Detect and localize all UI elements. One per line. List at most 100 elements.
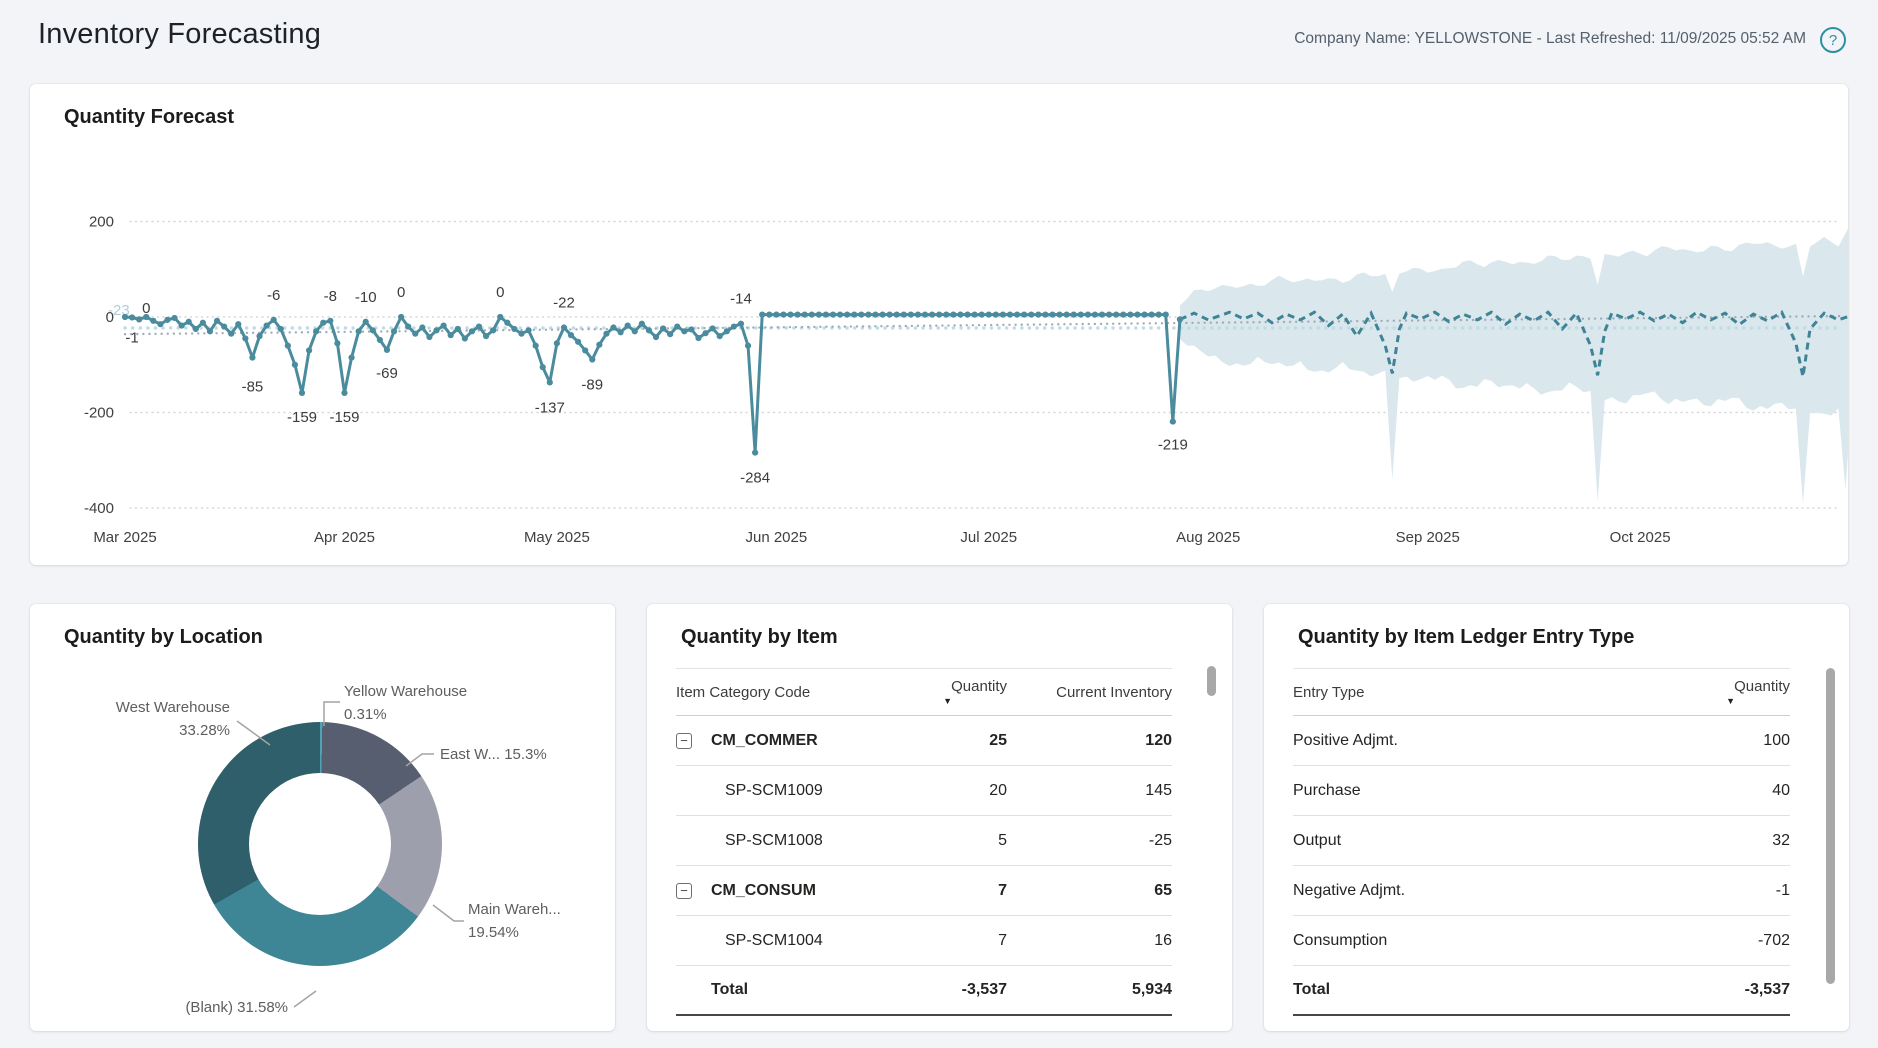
inventory-cell: 120 [1145, 731, 1172, 749]
donut-label-pct: 31.58% [237, 999, 288, 1016]
donut-label-east-warehouse: East W... 15.3% [440, 743, 547, 766]
quantity-forecast-chart[interactable]: 200 0 -200 -400 Mar 2025 Apr 2025 May 2025 Jun … [30, 84, 1848, 565]
entry-type-cell: Positive Adjmt. [1293, 731, 1398, 749]
quantity-cell: 7 [998, 931, 1007, 949]
svg-text:Jul 2025: Jul 2025 [960, 529, 1017, 546]
svg-text:-14: -14 [730, 291, 752, 308]
svg-text:-6: -6 [267, 287, 280, 304]
entry-type-cell: Output [1293, 831, 1342, 849]
ledger-table-row[interactable]: Output 32 [1293, 816, 1790, 866]
inventory-cell: -25 [1148, 831, 1172, 849]
quantity-cell: 25 [989, 731, 1007, 749]
col-current-inventory[interactable]: Current Inventory [1056, 683, 1172, 701]
quantity-cell: 5 [998, 831, 1007, 849]
donut-label-text: West Warehouse [115, 699, 230, 716]
svg-text:-137: -137 [535, 399, 565, 416]
svg-text:200: 200 [89, 214, 114, 231]
donut-label-text: Yellow Warehouse [344, 683, 468, 700]
item-code-cell: SP-SCM1009 [676, 782, 897, 800]
item-code-label: CM_CONSUM [711, 881, 816, 899]
svg-text:-69: -69 [376, 365, 398, 382]
item-code-label: SP-SCM1004 [725, 931, 823, 949]
ledger-table-total-row[interactable]: Total -3,537 [1293, 966, 1790, 1016]
item-code-cell: SP-SCM1004 [676, 932, 897, 950]
donut-label-blank: (Blank) 31.58% [30, 996, 288, 1019]
quantity-cell: -1 [1775, 881, 1790, 899]
item-table-title: Quantity by Item [681, 626, 838, 648]
donut-label-pct: 15.3% [504, 746, 547, 763]
col-entry-type[interactable]: Entry Type [1293, 683, 1365, 701]
donut-label-main-warehouse: Main Wareh... 19.54% [468, 898, 561, 944]
col-quantity[interactable]: Quantity ▼ [1670, 678, 1790, 706]
entry-type-cell: Consumption [1293, 931, 1388, 949]
svg-text:-159: -159 [329, 409, 359, 426]
item-code-cell: SP-SCM1008 [676, 832, 897, 850]
quantity-cell: 40 [1772, 781, 1790, 799]
total-inventory: 5,934 [1131, 981, 1172, 998]
ledger-table-row[interactable]: Purchase 40 [1293, 766, 1790, 816]
item-table-row[interactable]: SP-SCM1004 7 16 [676, 916, 1172, 966]
sort-desc-icon: ▼ [943, 696, 952, 706]
donut-label-pct: 33.28% [179, 722, 230, 739]
quantity-by-location-card: Quantity by Location West Warehouse 33.2… [30, 604, 615, 1031]
quantity-cell: 100 [1763, 731, 1790, 749]
quantity-forecast-card: 200 0 -200 -400 Mar 2025 Apr 2025 May 2025 Jun … [30, 84, 1848, 565]
svg-text:-200: -200 [84, 405, 114, 422]
svg-text:Mar 2025: Mar 2025 [93, 529, 156, 546]
page-title: Inventory Forecasting [38, 18, 322, 50]
ledger-table-scrollbar[interactable] [1826, 668, 1835, 984]
svg-text:0: 0 [142, 300, 150, 317]
svg-text:0: 0 [397, 284, 405, 301]
donut-label-text: Main Wareh... [468, 901, 561, 918]
forecast-chart-title: Quantity Forecast [64, 106, 235, 128]
svg-text:Sep 2025: Sep 2025 [1396, 529, 1460, 546]
inventory-cell: 65 [1154, 881, 1172, 899]
col-quantity[interactable]: Quantity ▼ [897, 678, 1007, 706]
svg-text:Aug 2025: Aug 2025 [1176, 529, 1240, 546]
page-header: Inventory Forecasting Company Name: YELL… [0, 0, 1878, 84]
donut-label-pct: 19.54% [468, 924, 519, 941]
donut-label-text: (Blank) [185, 999, 233, 1016]
collapse-icon[interactable]: − [676, 732, 692, 749]
quantity-by-item-card: Quantity by Item Item Category Code Quan… [647, 604, 1232, 1031]
collapse-icon[interactable]: − [676, 882, 692, 899]
ledger-table-header[interactable]: Entry Type Quantity ▼ [1293, 668, 1790, 716]
total-label: Total [1293, 981, 1331, 998]
svg-text:-22: -22 [553, 295, 575, 312]
total-quantity: -3,537 [961, 981, 1007, 998]
total-label: Total [711, 981, 749, 998]
svg-text:Jun 2025: Jun 2025 [745, 529, 807, 546]
item-table-row[interactable]: − CM_COMMER 25 120 [676, 716, 1172, 766]
ledger-table-row[interactable]: Consumption -702 [1293, 916, 1790, 966]
item-table: Item Category Code Quantity ▼ Current In… [676, 668, 1172, 1016]
ledger-table-row[interactable]: Positive Adjmt. 100 [1293, 716, 1790, 766]
col-quantity-label: Quantity [951, 678, 1007, 695]
svg-text:-8: -8 [324, 288, 337, 305]
col-item-category-code[interactable]: Item Category Code [676, 683, 811, 701]
company-refresh-status: Company Name: YELLOWSTONE - Last Refresh… [1294, 30, 1806, 47]
item-table-row[interactable]: − CM_CONSUM 7 65 [676, 866, 1172, 916]
quantity-cell: -702 [1757, 931, 1790, 949]
item-table-row[interactable]: SP-SCM1009 20 145 [676, 766, 1172, 816]
svg-text:-284: -284 [740, 470, 770, 487]
total-quantity: -3,537 [1744, 981, 1790, 998]
item-table-total-row[interactable]: Total -3,537 5,934 [676, 966, 1172, 1016]
item-table-row[interactable]: SP-SCM1008 5 -25 [676, 816, 1172, 866]
quantity-cell: 7 [998, 881, 1007, 899]
quantity-cell: 32 [1772, 831, 1790, 849]
help-icon[interactable]: ? [1820, 27, 1846, 53]
svg-text:-400: -400 [84, 500, 114, 517]
svg-text:-219: -219 [1158, 437, 1188, 454]
item-code-cell: − CM_CONSUM [676, 882, 897, 900]
ledger-table-row[interactable]: Negative Adjmt. -1 [1293, 866, 1790, 916]
col-quantity-label: Quantity [1734, 678, 1790, 695]
item-table-header[interactable]: Item Category Code Quantity ▼ Current In… [676, 668, 1172, 716]
item-code-label: SP-SCM1008 [725, 831, 823, 849]
donut-label-text: East W... [440, 746, 501, 763]
ledger-table-title: Quantity by Item Ledger Entry Type [1298, 626, 1635, 648]
donut-hole [249, 773, 391, 915]
item-table-scrollbar[interactable] [1207, 666, 1216, 696]
location-chart-title: Quantity by Location [64, 626, 263, 648]
svg-text:May 2025: May 2025 [524, 529, 590, 546]
item-code-label: SP-SCM1009 [725, 781, 823, 799]
